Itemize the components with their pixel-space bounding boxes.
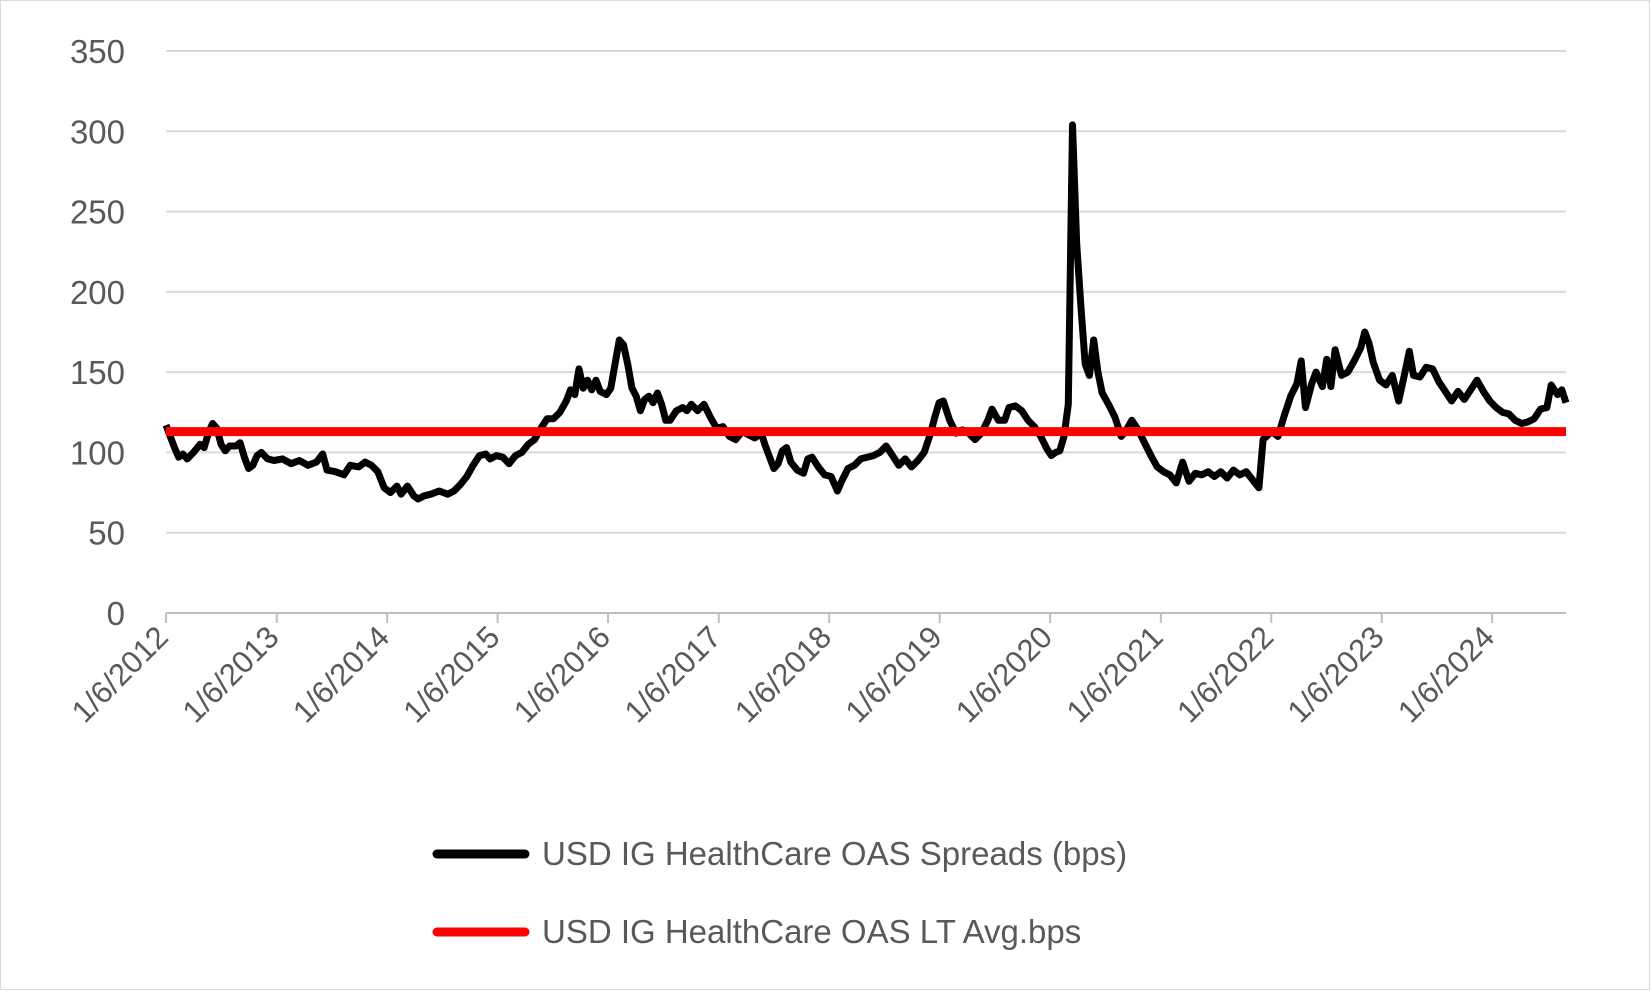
x-tick-label: 1/6/2018 xyxy=(728,619,838,729)
y-tick-label: 0 xyxy=(107,595,125,632)
x-tick-label: 1/6/2013 xyxy=(176,619,286,729)
x-tick-label: 1/6/2017 xyxy=(618,619,728,729)
x-tick-label: 1/6/2014 xyxy=(286,619,396,729)
x-tick-label: 1/6/2012 xyxy=(65,619,175,729)
series-line-oas-spread xyxy=(162,121,1570,503)
y-tick-label: 200 xyxy=(70,274,125,311)
y-tick-label: 100 xyxy=(70,434,125,471)
y-tick-label: 300 xyxy=(70,113,125,150)
x-tick-label: 1/6/2019 xyxy=(839,619,949,729)
x-tick-label: 1/6/2022 xyxy=(1170,619,1280,729)
x-tick-label: 1/6/2016 xyxy=(507,619,617,729)
legend: USD IG HealthCare OAS Spreads (bps) USD I… xyxy=(432,835,1127,950)
x-tick-label: 1/6/2021 xyxy=(1060,619,1170,729)
legend-label: USD IG HealthCare OAS Spreads (bps) xyxy=(542,835,1127,872)
y-tick-label: 250 xyxy=(70,194,125,231)
x-tick-label: 1/6/2023 xyxy=(1281,619,1391,729)
y-tick-label: 50 xyxy=(88,515,125,552)
series-lines xyxy=(162,121,1570,503)
y-tick-label: 150 xyxy=(70,354,125,391)
x-tick-label: 1/6/2024 xyxy=(1391,619,1501,729)
x-axis: 1/6/2012 1/6/2013 1/6/2014 1/6/2015 1/6/2016… xyxy=(65,612,1566,729)
gridlines xyxy=(166,50,1566,534)
legend-item-lt-average: USD IG HealthCare OAS LT Avg.bps xyxy=(432,913,1081,950)
legend-item-oas-spread: USD IG HealthCare OAS Spreads (bps) xyxy=(432,835,1127,872)
x-tick-label: 1/6/2015 xyxy=(396,619,506,729)
x-tick-label: 1/6/2020 xyxy=(949,619,1059,729)
y-tick-label: 350 xyxy=(70,33,125,70)
y-axis-tick-labels: 0 50 100 150 200 250 300 350 xyxy=(70,33,125,632)
legend-label: USD IG HealthCare OAS LT Avg.bps xyxy=(542,913,1081,950)
